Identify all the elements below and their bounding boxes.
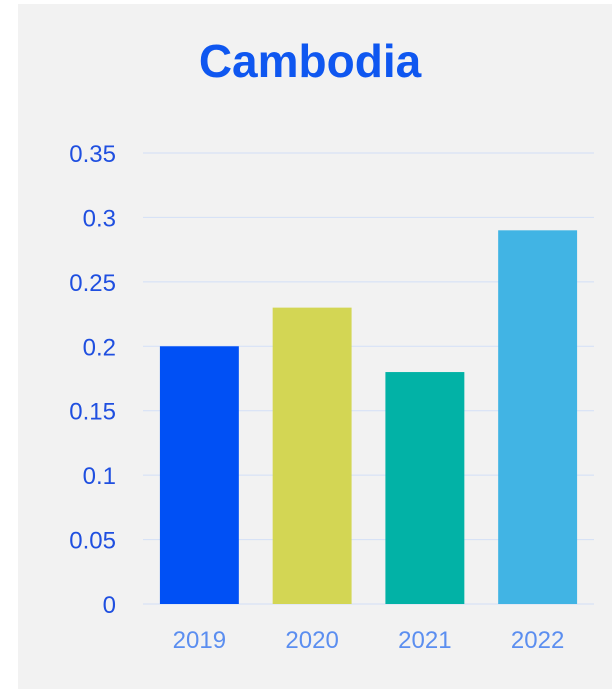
bar-2021: [385, 372, 465, 604]
bar-2019: [159, 346, 239, 604]
chart-title: Cambodia: [199, 35, 422, 87]
x-axis-ticks: 2019 2020 2021 2022: [173, 627, 565, 654]
y-tick-label: 0.05: [69, 528, 116, 555]
bars: [159, 230, 578, 605]
y-tick-label: 0.3: [83, 205, 116, 232]
y-tick-label: 0: [103, 592, 116, 619]
y-tick-label: 0.1: [83, 463, 116, 490]
x-tick-label: 2021: [398, 627, 451, 654]
y-tick-label: 0.15: [69, 399, 116, 426]
y-tick-label: 0.35: [69, 141, 116, 168]
x-tick-label: 2019: [173, 627, 226, 654]
y-tick-label: 0.2: [83, 334, 116, 361]
x-tick-label: 2022: [511, 627, 564, 654]
y-tick-label: 0.25: [69, 270, 116, 297]
x-tick-label: 2020: [285, 627, 338, 654]
bar-2022: [498, 230, 578, 605]
y-axis-ticks: 0 0.05 0.1 0.15 0.2 0.25 0.3 0.35: [69, 141, 116, 619]
bar-2020: [272, 307, 352, 604]
